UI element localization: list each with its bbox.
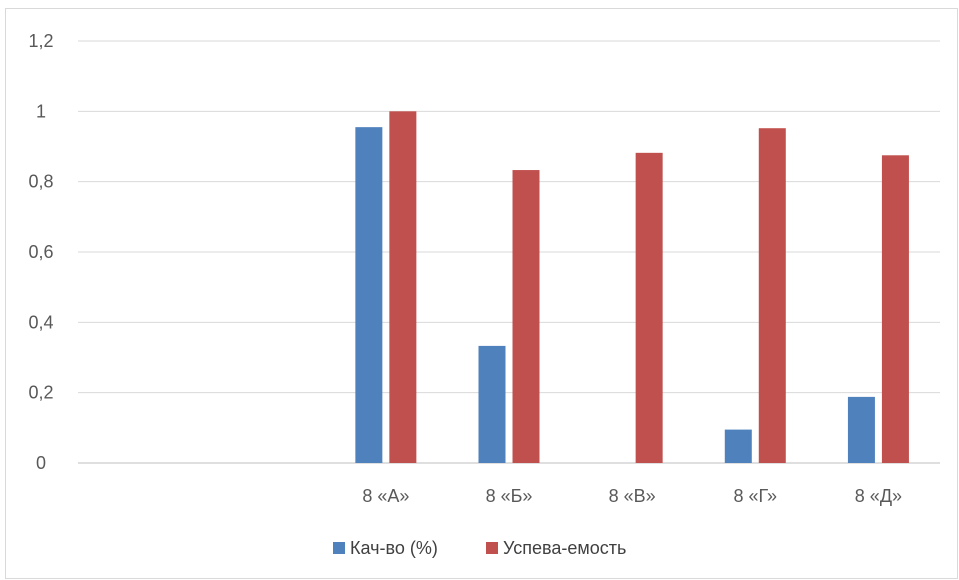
x-tick-label: 8 «А» bbox=[362, 486, 409, 506]
bar-quality bbox=[724, 429, 752, 463]
x-axis-tick-labels: 8 «А» 8 «Б» 8 «В» 8 «Г» 8 «Д» bbox=[362, 486, 902, 506]
y-tick-label: 0,6 bbox=[28, 242, 53, 262]
bar-progress bbox=[758, 128, 786, 464]
x-tick-label: 8 «Г» bbox=[733, 486, 777, 506]
legend-swatch bbox=[486, 542, 498, 554]
bar-quality bbox=[847, 396, 875, 463]
legend-label: Кач-во (%) bbox=[350, 538, 438, 558]
legend-swatch bbox=[333, 542, 345, 554]
x-tick-label: 8 «В» bbox=[609, 486, 656, 506]
gridlines bbox=[78, 40, 940, 464]
y-axis-tick-labels: 0 0,2 0,4 0,6 0,8 1 1,2 bbox=[28, 31, 53, 473]
y-tick-label: 0,4 bbox=[28, 312, 53, 332]
x-tick-label: 8 «Д» bbox=[855, 486, 902, 506]
legend: Кач-во (%) Успева-емость bbox=[333, 538, 626, 558]
legend-label: Успева-емость bbox=[503, 538, 626, 558]
chart-frame bbox=[5, 8, 958, 579]
bar-quality bbox=[478, 345, 506, 463]
y-tick-label: 0 bbox=[36, 453, 46, 473]
bar-progress bbox=[881, 155, 909, 463]
y-tick-label: 0,8 bbox=[28, 172, 53, 192]
y-tick-label: 0,2 bbox=[28, 383, 53, 403]
bars bbox=[355, 111, 909, 464]
bar-progress bbox=[389, 111, 417, 463]
bar-progress bbox=[512, 170, 540, 464]
bar-progress bbox=[635, 152, 663, 463]
y-tick-label: 1,2 bbox=[28, 31, 53, 51]
y-tick-label: 1 bbox=[36, 101, 46, 121]
bar-quality bbox=[355, 127, 383, 464]
x-tick-label: 8 «Б» bbox=[486, 486, 533, 506]
